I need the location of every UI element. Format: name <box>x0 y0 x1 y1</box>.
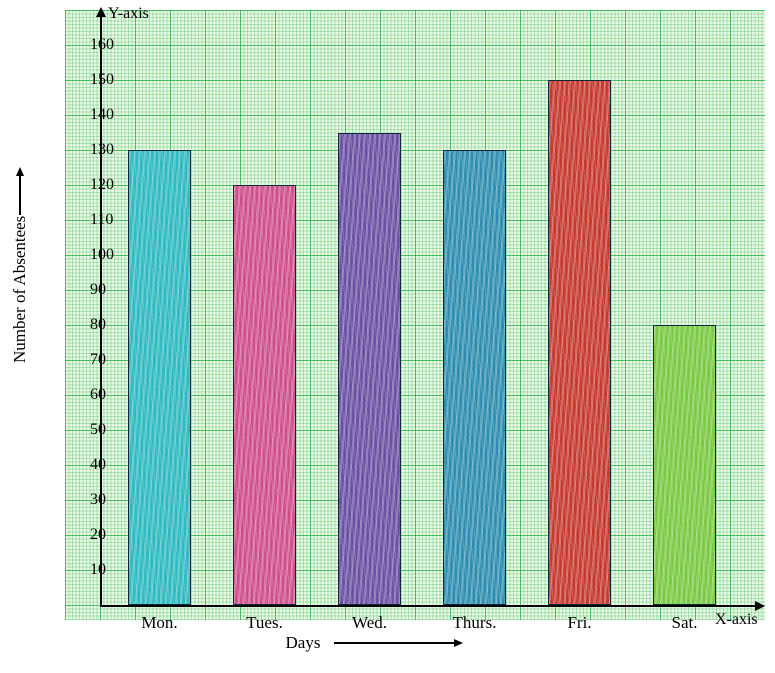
y-tick-label: 110 <box>90 211 94 229</box>
y-tick-label: 10 <box>90 561 94 579</box>
y-tick-label: 40 <box>90 456 94 474</box>
y-axis-title-text: Number of Absentees <box>10 215 29 362</box>
y-tick-label: 20 <box>90 526 94 544</box>
x-tick-label: Wed. <box>352 609 387 633</box>
bar-fri <box>548 80 611 605</box>
absentees-bar-chart: Y-axis X-axis Number of Absentees Days 1… <box>0 0 775 673</box>
x-axis-arrowhead-icon <box>755 601 765 611</box>
x-axis-line <box>100 605 755 607</box>
y-tick-label: 120 <box>90 176 94 194</box>
bar-sat <box>653 325 716 605</box>
y-axis-arrowhead-icon <box>96 7 106 17</box>
y-tick-label: 130 <box>90 141 94 159</box>
x-tick-label: Fri. <box>567 609 591 633</box>
y-tick-label: 160 <box>90 36 94 54</box>
y-tick-label: 150 <box>90 71 94 89</box>
y-tick-label: 30 <box>90 491 94 509</box>
y-tick-label: 140 <box>90 106 94 124</box>
x-axis-title-text: Days <box>286 633 321 652</box>
y-tick-label: 100 <box>90 246 94 264</box>
y-tick-label: 70 <box>90 351 94 369</box>
x-tick-label: Mon. <box>141 609 177 633</box>
x-title-arrow-line <box>334 642 454 644</box>
y-axis-top-label: Y-axis <box>108 5 149 23</box>
y-tick-label: 80 <box>90 316 94 334</box>
bar-tues <box>233 185 296 605</box>
x-title-arrowhead-icon <box>454 639 463 647</box>
x-axis-title: Days <box>286 633 321 653</box>
y-axis-line <box>100 15 102 605</box>
y-title-arrow-line <box>19 175 21 215</box>
bar-thurs <box>443 150 506 605</box>
bar-mon <box>128 150 191 605</box>
x-tick-label: Thurs. <box>453 609 497 633</box>
y-tick-label: 50 <box>90 421 94 439</box>
bar-wed <box>338 133 401 606</box>
y-tick-label: 60 <box>90 386 94 404</box>
y-tick-label: 90 <box>90 281 94 299</box>
x-axis-right-label: X-axis <box>715 611 758 629</box>
x-tick-label: Tues. <box>246 609 283 633</box>
y-title-arrowhead-icon <box>16 167 24 176</box>
x-tick-label: Sat. <box>672 609 698 633</box>
